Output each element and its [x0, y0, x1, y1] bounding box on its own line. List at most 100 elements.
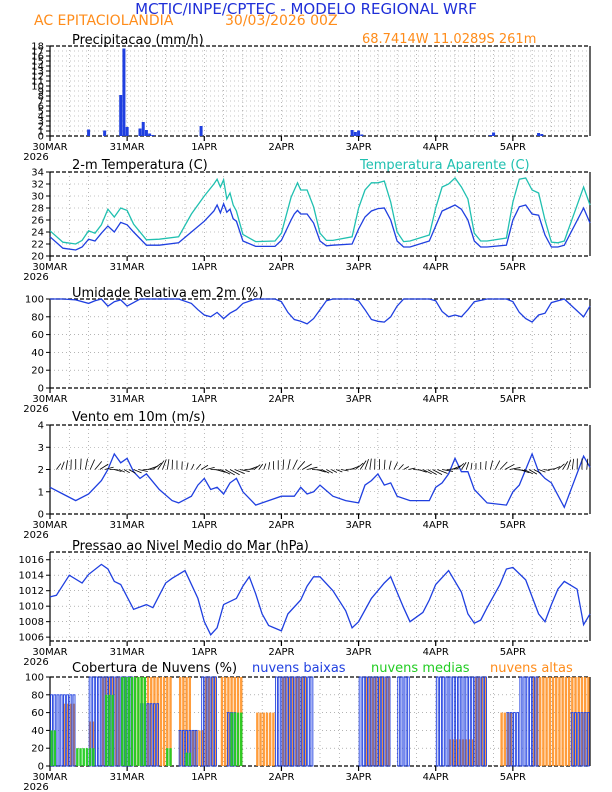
cloud-bar-low [294, 676, 298, 767]
wind-arrow [403, 466, 410, 470]
cloud-bar-high [214, 677, 217, 766]
cloud-bar-high [207, 677, 211, 766]
cloud-bar-high [281, 677, 285, 766]
cloud-bar-high [465, 739, 468, 766]
y-tick-label: 0 [38, 762, 44, 773]
precip-bar [151, 135, 155, 136]
cloud-bar-low [275, 676, 278, 767]
cloud-bar-high [285, 677, 288, 766]
panel-1 [46, 171, 591, 261]
cloud-bar-mid [88, 748, 92, 766]
cloud-bar-low [365, 676, 368, 767]
cloud-bar-low [445, 676, 449, 767]
wind-arrow [186, 462, 189, 470]
wind-arrow [181, 461, 183, 470]
cloud-bar-low [63, 694, 66, 767]
wind-arrow [292, 459, 298, 470]
cloud-bar-low [513, 712, 516, 767]
cloud-bar-mid [92, 748, 95, 766]
wind-arrow [523, 469, 534, 475]
cloud-bar-high [211, 677, 214, 766]
y-tick-label: 60 [31, 708, 44, 719]
x-tick-label: 3APR [345, 647, 371, 658]
y-tick-label: 16 [31, 52, 44, 63]
x-tick-label: 2APR [268, 262, 294, 273]
cloud-bar-low [156, 703, 160, 767]
wind-arrow [442, 469, 453, 472]
cloud-bar-high [304, 677, 307, 766]
cloud-bar-high [185, 677, 188, 766]
wind-arrow [138, 469, 148, 472]
y-tick-label: 0 [38, 132, 44, 143]
cloud-bar-low [284, 676, 288, 767]
cloud-bar-low [406, 676, 410, 767]
precip-bar [144, 130, 148, 136]
wind-arrow [307, 466, 318, 470]
cloud-bar-low [153, 703, 156, 767]
wind-arrow [152, 462, 162, 470]
y-tick-label: 15 [31, 57, 44, 68]
cloud-bar-high [561, 677, 564, 766]
cloud-bar-low [455, 676, 458, 767]
y-tick-label: 60 [31, 330, 44, 341]
temp-title: 2-m Temperatura (C) [72, 158, 208, 173]
cloud-bar-low [56, 694, 60, 767]
wind-arrow [417, 469, 427, 473]
cloud-bar-high [262, 712, 265, 766]
cloud-bar-mid [143, 677, 147, 766]
precip-bar [199, 126, 203, 136]
wind-arrow [321, 469, 330, 474]
cloud-bar-high [294, 677, 298, 766]
cloud-bar-low [516, 712, 520, 767]
wind-arrow [166, 459, 170, 470]
cloud-bar-high [178, 677, 182, 766]
wind-arrow [287, 459, 291, 470]
cloud-bar-low [583, 712, 587, 767]
x-tick-label: 2APR [268, 647, 294, 658]
x-tick-label: 2APR [268, 520, 294, 531]
cloud-bar-high [256, 712, 259, 766]
wind-arrow [552, 466, 561, 470]
cloud-bar-high [101, 677, 105, 766]
cloud-bar-low [580, 712, 584, 767]
cloud-bar-high [297, 677, 301, 766]
y-tick-label: 2 [38, 465, 44, 476]
apparent-temp-line [49, 177, 591, 245]
cloud-bar-mid [76, 748, 79, 766]
wind-arrow [114, 469, 122, 472]
cloud-bar-low [522, 676, 526, 767]
cloud-bar-high [461, 739, 465, 766]
cloud-bar-low [304, 676, 307, 767]
wind-arrow [557, 463, 565, 470]
wind-arrow [437, 469, 448, 474]
wind-arrow [485, 461, 487, 470]
y-tick-label: 0 [38, 510, 44, 521]
x-tick-label: 31MAR [110, 262, 145, 273]
wind-arrow [326, 469, 334, 474]
x-tick-label: 2APR [268, 772, 294, 783]
y-tick-label: 8 [38, 92, 44, 103]
cloud-bar-low [114, 676, 118, 767]
cloud-bar-mid [169, 748, 172, 766]
x-tick-label: 3APR [345, 394, 371, 405]
x-year-label: 2026 [23, 657, 48, 668]
cloud-bar-low [374, 676, 378, 767]
wind-arrow [465, 462, 470, 470]
cloud-bar-low [95, 676, 98, 767]
wind-arrow [268, 462, 271, 470]
y-tick-label: 6 [38, 102, 44, 113]
x-tick-label: 30MAR [32, 520, 67, 531]
cloud-bar-high [384, 677, 388, 766]
y-tick-label: 40 [31, 726, 44, 737]
x-tick-label: 30MAR [32, 142, 67, 153]
wind-arrow [383, 459, 386, 470]
cloud-bar-low [368, 676, 372, 767]
cloud-bar-low [300, 676, 304, 767]
header-location: AC EPITACIOLANDIA [34, 13, 174, 29]
x-tick-label: 1APR [191, 772, 217, 783]
cloud-bar-high [227, 677, 230, 766]
cloud-bar-high [66, 703, 69, 766]
cloud-bar-high [291, 677, 294, 766]
cloud-bar-low [207, 676, 211, 767]
wind-arrow [297, 461, 306, 470]
